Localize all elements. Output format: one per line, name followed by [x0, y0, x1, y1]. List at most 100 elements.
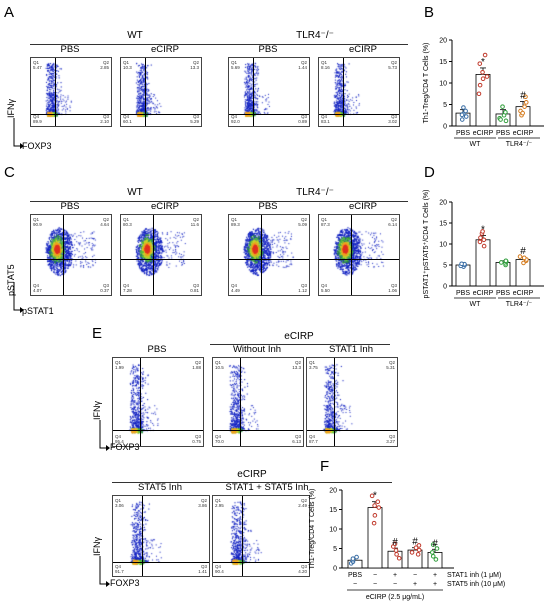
panel-f-ytick-label-0: 0: [333, 566, 337, 573]
panel-f-pt-2-2: [372, 513, 378, 518]
panel-a-plot-1-q4-label: Q4 89.9: [33, 114, 42, 124]
panel-a-plot-2-gate-h: [121, 113, 201, 115]
panel-b-xlabel-3: PBS: [496, 130, 510, 137]
panel-e-cond-5: STAT1 + STAT5 Inh: [225, 482, 309, 493]
panel-d-ytick-label-2: 10: [439, 242, 447, 249]
panel-e-plot-2-gate-h: [213, 430, 303, 432]
panel-d-sig-1: *: [481, 225, 485, 236]
panel-a-cond-1: PBS: [60, 44, 80, 55]
panel-e-plot-1-q2-label: Q2 1.88: [192, 360, 201, 370]
panel-c-plot-4-gate-h: [319, 259, 399, 260]
panel-d-xlabel-3: PBS: [496, 290, 510, 297]
panel-b-xlabel-2: eCIRP: [473, 130, 494, 137]
panel-a-plot-1-q2-label: Q2 2.85: [100, 60, 109, 70]
panel-e-x-axis-label: FOXP3: [110, 442, 140, 452]
panel-c-plot-1-q4-label: Q4 4.07: [33, 283, 42, 293]
panel-c-plot-2-dots: [121, 215, 201, 295]
panel-c-plot-2-gate-h: [121, 259, 201, 260]
panel-b-pt-4-5: [523, 94, 528, 100]
panel-a-plot-2: Q1 10.3 Q2 13.3 Q3 5.29 Q4 60.1: [120, 57, 202, 127]
panel-c-group-wt-line: [30, 201, 230, 202]
panel-e-x-axis-label-2: FOXP3: [110, 578, 140, 588]
panel-f-ytick-label-1: 5: [333, 546, 337, 553]
panel-b-pt-2-2: [477, 82, 483, 88]
panel-f-pt-4-4: [413, 545, 419, 551]
panel-a-plot-2-q4-label: Q4 60.1: [123, 114, 132, 124]
panel-d-pt-3-3: [499, 260, 504, 265]
panel-b-bar-2: [475, 74, 491, 127]
panel-c-plot-2-q1-label: Q1 80.3: [123, 217, 132, 227]
panel-d-ytick-label-0: 0: [443, 284, 447, 291]
panel-c-plot-1-dots: [31, 215, 111, 295]
panel-f-row1-sign-2: +: [393, 572, 397, 579]
panel-f-pt-3-2: [394, 552, 399, 557]
panel-a-plot-3-q4-label: Q4 92.0: [231, 114, 240, 124]
panel-b-pt-3-4: [503, 109, 508, 115]
panel-f-pt-3-1: [396, 555, 402, 561]
panel-e-plot-2: Q1 10.5 Q2 13.3 Q3 6.13 Q4 70.0: [212, 357, 304, 447]
panel-f-row1-label: STAT1 inh (1 μM): [447, 572, 501, 579]
panel-b-xlabel-4: eCIRP: [513, 130, 534, 137]
panel-a-plot-4-gate-v: [343, 58, 344, 126]
panel-a-group-tlr4-line: [228, 44, 408, 45]
panel-b-ytick-label-4: 20: [439, 38, 447, 45]
panel-a-axis-arrow: [13, 118, 24, 149]
panel-e-y-axis-label: IFNγ: [92, 401, 102, 420]
panel-a-letter: A: [4, 4, 15, 21]
panel-f-pt-5-5: [430, 542, 436, 547]
panel-d-xlabel-4: eCIRP: [513, 290, 534, 297]
panel-e-plot-4-q4-label: Q4 91.7: [115, 564, 124, 574]
panel-a-plot-4-gate-h: [319, 113, 399, 115]
panel-e-group-2: eCIRP: [237, 469, 267, 480]
panel-d-pt-1-5: [459, 261, 464, 267]
panel-e-plot-2-gate-v: [240, 358, 241, 446]
panel-e-plot-5-q2-label: Q2 2.49: [298, 498, 307, 508]
panel-e-plot-5-gate-v: [241, 496, 243, 576]
panel-a-cond-3: PBS: [258, 44, 278, 55]
panel-b-pt-2-3: [484, 74, 490, 79]
panel-c-plot-3-q1-label: Q1 89.3: [231, 217, 240, 227]
panel-c-cond-4: eCIRP: [349, 201, 377, 212]
panel-b-group-1: WT: [470, 141, 482, 148]
panel-d-bar-3: [495, 262, 511, 287]
panel-f-pt-1-4: [350, 556, 356, 561]
panel-e-plot-4: Q1 3.06 Q2 3.86 Q3 1.41 Q4 91.7: [112, 495, 210, 577]
panel-b-pt-3-1: [503, 118, 509, 124]
panel-c-letter: C: [4, 164, 15, 181]
panel-f-pt-5-1: [433, 557, 439, 562]
panel-f-pt-5-3: [430, 550, 435, 555]
panel-f-ylabel: Th1-Treg/CD4 T Cells (%): [309, 489, 316, 570]
panel-e-plot-2-q4-label: Q4 70.0: [215, 434, 224, 444]
panel-e-plot-3-q2-label: Q2 5.31: [386, 360, 395, 370]
panel-c-plot-2-gate-v: [153, 215, 154, 295]
panel-c-plot-1: Q1 90.9 Q2 4.64 Q3 0.37 Q4 4.07: [30, 214, 112, 296]
panel-e-plot-3-gate-h: [307, 430, 397, 432]
panel-e-plot-2-q2-label: Q2 13.3: [292, 360, 301, 370]
panel-f-pt-4-1: [415, 552, 421, 557]
panel-c-plot-1-gate-h: [31, 259, 111, 260]
panel-a-plot-2-dots: [121, 58, 201, 126]
panel-b-pt-1-2: [463, 114, 469, 119]
panel-f-row2-sign-2: −: [393, 581, 397, 588]
panel-e-plot-1: Q1 1.99 Q2 1.88 Q3 0.75 Q4 95.4: [112, 357, 204, 447]
panel-a-plot-1-q1-label: Q1 5.47: [33, 60, 42, 70]
panel-a-plot-4-q3-label: Q3 3.02: [388, 114, 397, 124]
panel-c-plot-2-q4-label: Q4 7.28: [123, 283, 132, 293]
panel-a-plot-4-q1-label: Q1 8.16: [321, 60, 330, 70]
panel-b-pt-1-1: [459, 117, 465, 122]
panel-a-plot-2-q3-label: Q3 5.29: [190, 114, 199, 124]
panel-e-plot-4-q3-label: Q3 1.41: [198, 564, 207, 574]
panel-a-plot-3-q2-label: Q2 1.44: [298, 60, 307, 70]
panel-f-row2-sign-1: −: [373, 581, 377, 588]
panel-e-plot-4-dots: [113, 496, 209, 576]
panel-b-ytick-label-2: 10: [439, 81, 447, 88]
panel-e-plot-5-q4-label: Q4 90.4: [215, 564, 224, 574]
panel-e-plot-4-gate-v: [141, 496, 143, 576]
panel-d-pt-4-4: [521, 255, 527, 261]
panel-c-plot-1-gate-v: [63, 215, 64, 295]
panel-f-pbs-label: PBS: [348, 572, 362, 579]
panel-f-sig-3: #: [412, 537, 418, 548]
panel-d-ytick-label-1: 5: [443, 263, 447, 270]
panel-f-row1-sign-4: +: [433, 572, 437, 579]
